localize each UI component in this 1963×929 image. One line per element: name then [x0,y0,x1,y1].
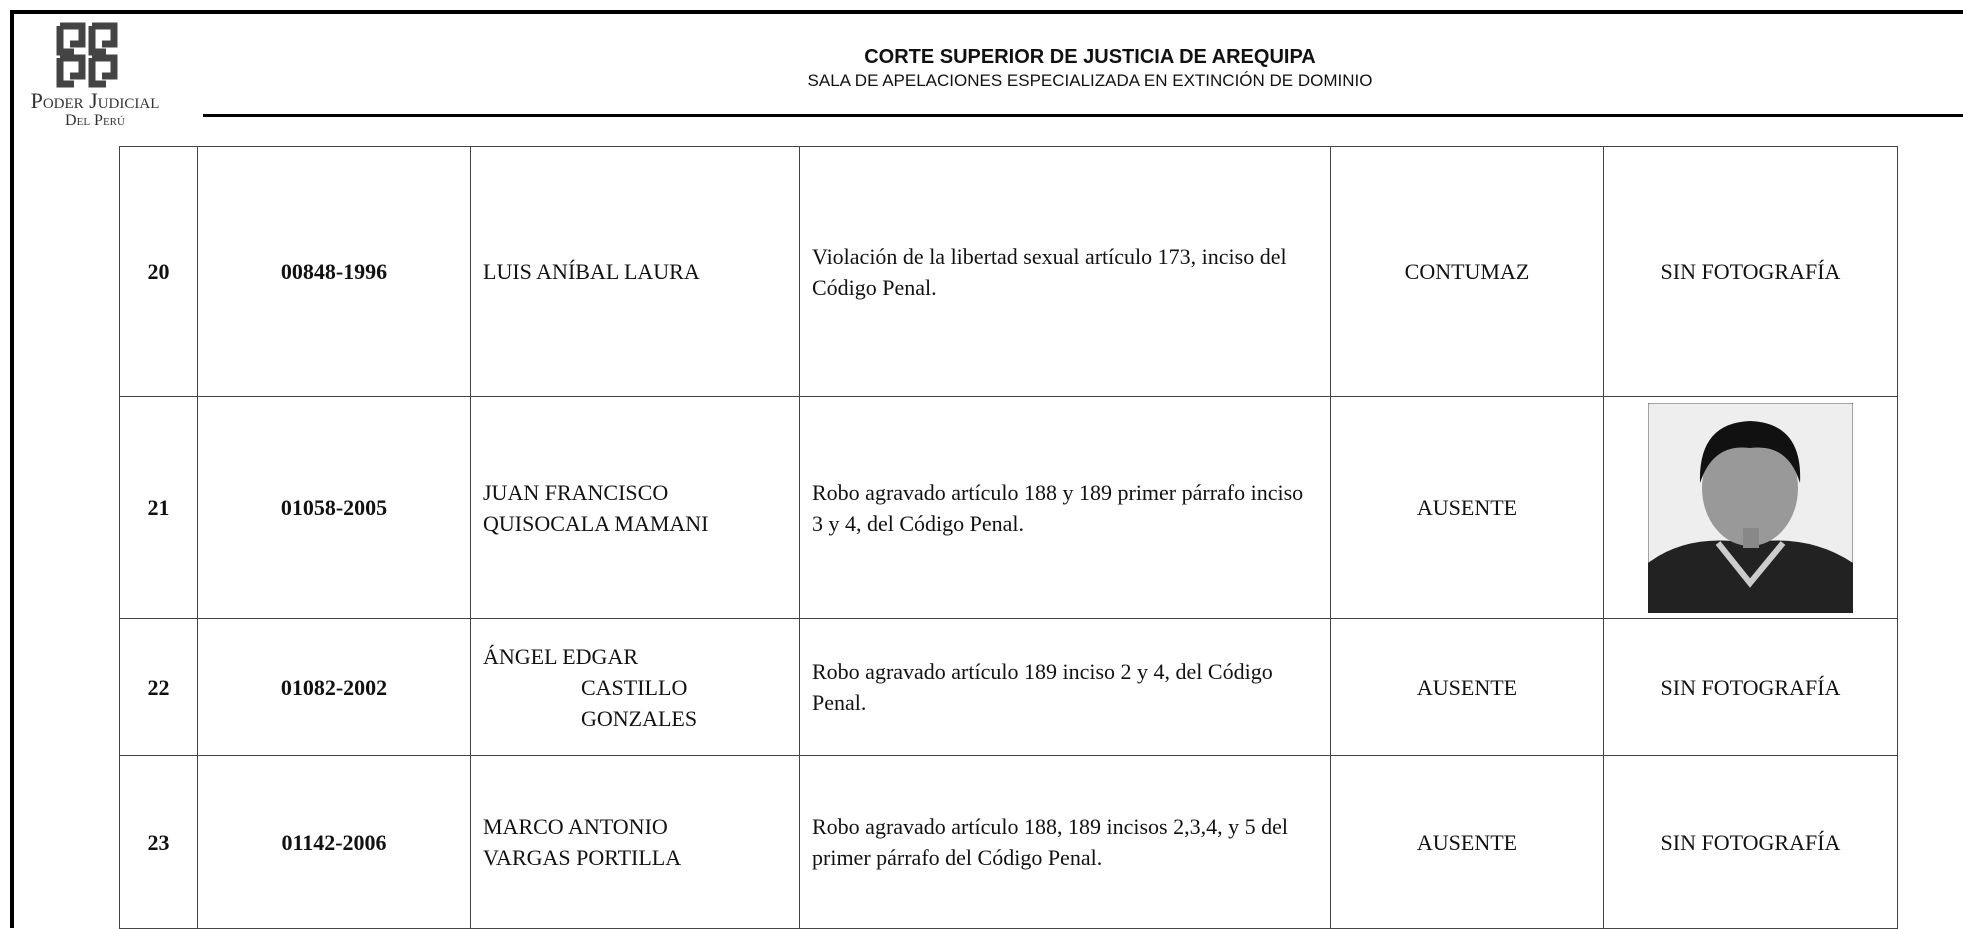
case-number: 01058-2005 [197,396,471,619]
name-line: GONZALES [581,705,698,731]
name-line: QUISOCALA MAMANI [483,510,709,536]
case-number: 01142-2006 [197,755,471,929]
crime: Robo agravado artículo 189 inciso 2 y 4,… [799,618,1331,756]
table-row: 23 01142-2006 MARCO ANTONIO VARGAS PORTILLA… [119,755,1898,929]
crime: Robo agravado artículo 188, 189 incisos … [799,755,1331,929]
person-name: JUAN FRANCISCO QUISOCALA MAMANI [470,396,800,619]
photo: SIN FOTOGRAFÍA [1603,755,1898,929]
status: CONTUMAZ [1330,146,1604,397]
crime: Violación de la libertad sexual artículo… [799,146,1331,397]
frame [10,10,14,928]
logo-text: Del Perú [65,112,125,129]
row-number: 23 [119,755,198,929]
name-line: ÁNGEL EDGAR [483,643,638,669]
photo-image [1648,402,1853,613]
case-number: 00848-1996 [197,146,471,397]
table: 20 00848-1996 LUIS ANÍBAL LAURA Violación d… [119,146,1898,929]
person-name: ÁNGEL EDGAR CASTILLO GONZALES [470,618,800,756]
status: AUSENTE [1330,755,1604,929]
status: AUSENTE [1330,618,1604,756]
name-line: MARCO ANTONIO [483,814,668,839]
row-number: 21 [119,396,198,619]
logo [56,22,118,88]
frame [10,10,1963,14]
photo: SIN FOTOGRAFÍA [1603,618,1898,756]
table-row: 22 01082-2002 ÁNGEL EDGAR CASTILLO GONZALES R… [119,618,1898,756]
name-line: JUAN FRANCISCO [483,479,669,505]
table-row: 21 01058-2005 JUAN FRANCISCO QUISOCALA MAMA… [119,396,1898,619]
logo-text: Poder Judicial [30,88,160,113]
photo [1603,396,1898,619]
table-row: 20 00848-1996 LUIS ANÍBAL LAURA Violación d… [119,146,1898,397]
person-name: MARCO ANTONIO VARGAS PORTILLA [470,755,800,929]
row-number: 22 [119,618,198,756]
name-line: LUIS ANÍBAL LAURA [483,259,700,284]
row-number: 20 [119,146,198,397]
name-line: CASTILLO [581,674,688,700]
status: AUSENTE [1330,396,1604,619]
header-title: CORTE SUPERIOR DE JUSTICIA DE AREQUIPA [864,46,1316,68]
crime: Robo agravado artículo 188 y 189 primer … [799,396,1331,619]
header-rule [203,114,1963,117]
person-name: LUIS ANÍBAL LAURA [470,146,800,397]
header-subtitle: SALA DE APELACIONES ESPECIALIZADA EN EXT… [807,71,1373,90]
photo: SIN FOTOGRAFÍA [1603,146,1898,397]
name-line: VARGAS PORTILLA [483,845,682,870]
case-number: 01082-2002 [197,618,471,756]
